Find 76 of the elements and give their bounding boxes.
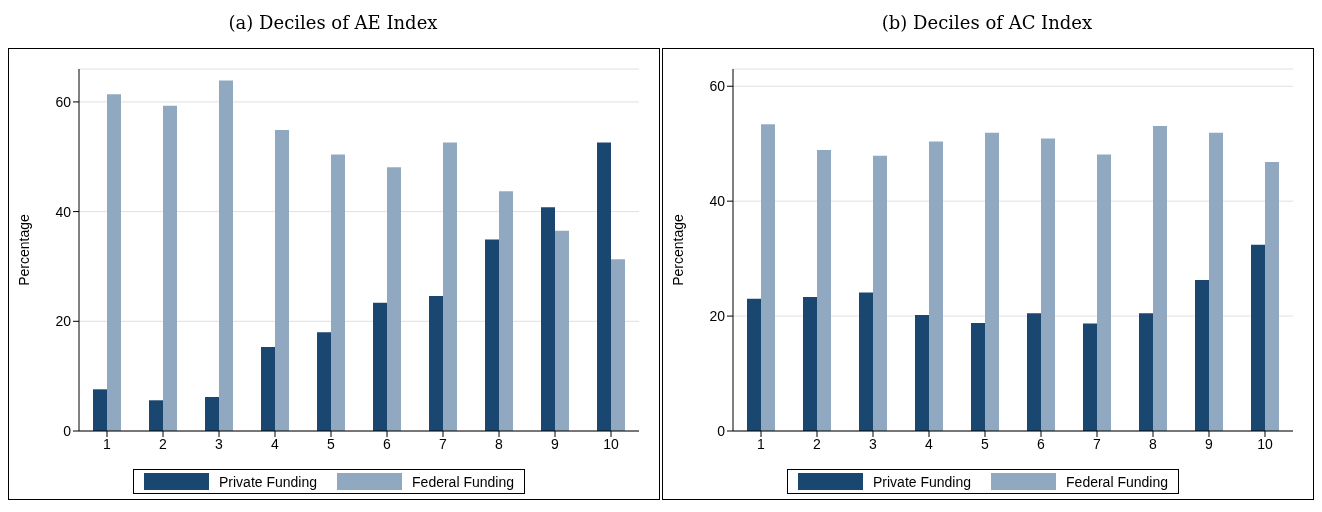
bar bbox=[485, 239, 499, 431]
x-tick-label: 6 bbox=[383, 435, 392, 452]
y-axis-title: Percentage bbox=[15, 213, 32, 286]
y-tick-label: 60 bbox=[55, 93, 72, 110]
bar bbox=[761, 124, 775, 431]
bar bbox=[443, 142, 457, 431]
x-tick-label: 7 bbox=[439, 435, 448, 452]
chart-title: (b) Deciles of AC Index bbox=[880, 11, 1094, 35]
x-tick-label: 4 bbox=[271, 435, 280, 452]
bar bbox=[1153, 125, 1167, 431]
bar bbox=[929, 141, 943, 431]
x-tick-label: 3 bbox=[869, 435, 878, 452]
bar bbox=[859, 292, 873, 431]
bar bbox=[611, 259, 625, 431]
y-tick-label: 0 bbox=[717, 422, 726, 439]
bar bbox=[163, 105, 177, 431]
x-tick-label: 4 bbox=[925, 435, 934, 452]
y-axis-title: Percentage bbox=[669, 213, 686, 286]
bar bbox=[1097, 154, 1111, 431]
bar bbox=[541, 207, 555, 431]
x-tick-label: 9 bbox=[1205, 435, 1214, 452]
legend-label: Private Funding bbox=[872, 473, 972, 490]
y-tick-label: 40 bbox=[55, 203, 72, 220]
bar bbox=[597, 142, 611, 431]
bar bbox=[387, 167, 401, 431]
x-tick-label: 8 bbox=[1149, 435, 1158, 452]
bar bbox=[429, 296, 443, 431]
bar bbox=[93, 389, 107, 431]
bar bbox=[803, 297, 817, 431]
bar bbox=[205, 396, 219, 431]
x-tick-label: 7 bbox=[1093, 435, 1102, 452]
x-tick-label: 5 bbox=[327, 435, 336, 452]
bar bbox=[107, 94, 121, 431]
bar bbox=[1251, 244, 1265, 431]
x-tick-label: 5 bbox=[981, 435, 990, 452]
x-tick-label: 10 bbox=[1257, 435, 1273, 452]
y-tick-label: 20 bbox=[709, 308, 726, 325]
bar bbox=[1041, 138, 1055, 431]
x-tick-label: 1 bbox=[757, 435, 766, 452]
bar bbox=[555, 230, 569, 431]
x-tick-label: 8 bbox=[495, 435, 504, 452]
x-tick-label: 2 bbox=[159, 435, 168, 452]
x-tick-label: 6 bbox=[1037, 435, 1046, 452]
bar bbox=[275, 129, 289, 431]
bar bbox=[373, 302, 387, 431]
bar bbox=[971, 322, 985, 431]
x-tick-label: 2 bbox=[813, 435, 822, 452]
y-tick-label: 0 bbox=[63, 422, 72, 439]
bar bbox=[747, 298, 761, 431]
legend-label: Private Funding bbox=[218, 473, 318, 490]
bar bbox=[1265, 162, 1279, 431]
bar bbox=[985, 132, 999, 431]
bar bbox=[1083, 323, 1097, 431]
bar bbox=[261, 347, 275, 431]
bar bbox=[219, 80, 233, 431]
x-tick-label: 9 bbox=[551, 435, 560, 452]
y-tick-label: 40 bbox=[709, 193, 726, 210]
chart-title: (a) Deciles of AE Index bbox=[227, 11, 439, 35]
bar bbox=[817, 150, 831, 431]
bar bbox=[331, 154, 345, 431]
x-tick-label: 3 bbox=[215, 435, 224, 452]
x-tick-label: 10 bbox=[603, 435, 619, 452]
legend-label: Federal Funding bbox=[1066, 473, 1168, 490]
legend-label: Federal Funding bbox=[412, 473, 514, 490]
bar bbox=[1027, 313, 1041, 431]
bar bbox=[149, 400, 163, 431]
bar bbox=[873, 155, 887, 431]
bar bbox=[1195, 279, 1209, 431]
bar bbox=[915, 314, 929, 431]
y-tick-label: 20 bbox=[55, 313, 72, 330]
x-tick-label: 1 bbox=[103, 435, 112, 452]
y-tick-label: 60 bbox=[709, 78, 726, 95]
bar bbox=[499, 191, 513, 431]
bar bbox=[1139, 313, 1153, 431]
bar bbox=[317, 332, 331, 431]
bar bbox=[1209, 132, 1223, 431]
